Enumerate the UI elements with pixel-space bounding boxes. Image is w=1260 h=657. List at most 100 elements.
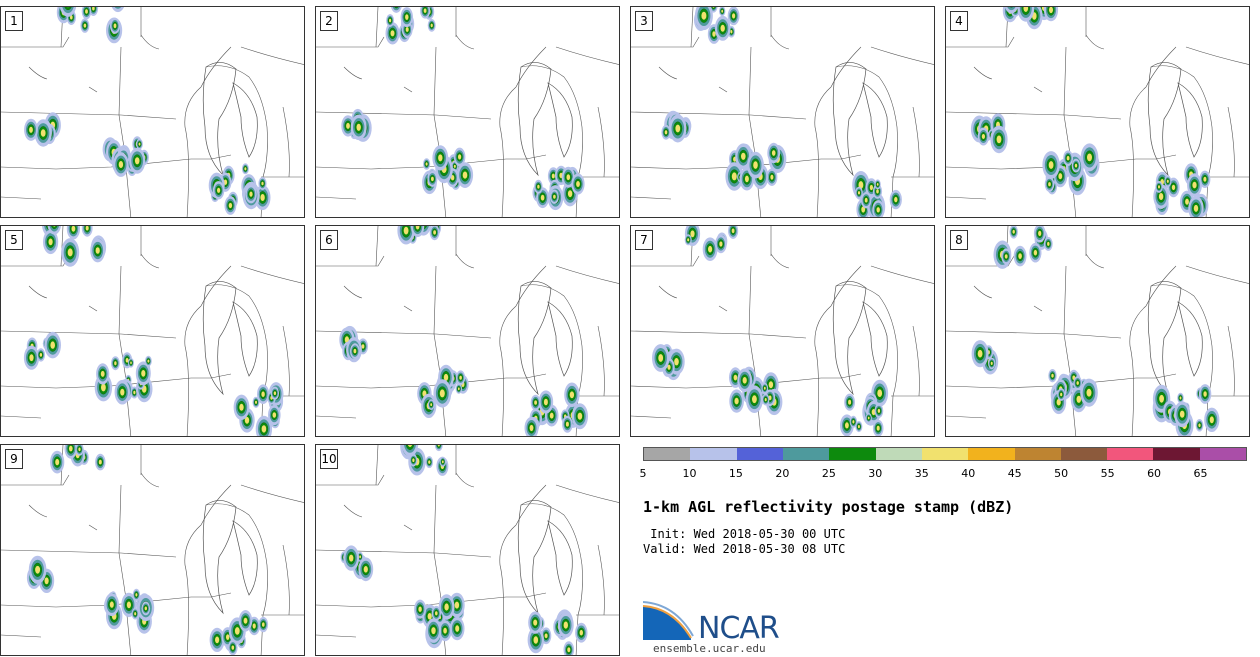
reflectivity-blob — [144, 606, 147, 611]
state-boundary — [597, 325, 605, 397]
state-boundary — [1, 255, 70, 267]
reflectivity-blob — [876, 425, 880, 431]
state-boundary — [316, 596, 507, 608]
state-boundary — [973, 66, 993, 80]
reflectivity-blob — [439, 389, 445, 398]
state-boundary — [403, 305, 413, 312]
reflectivity-blob — [1004, 254, 1008, 259]
reflectivity-blob — [244, 167, 247, 171]
reflectivity-blob — [346, 122, 350, 129]
reflectivity-blob — [711, 7, 716, 10]
reflectivity-blob — [39, 353, 43, 357]
reflectivity-blob — [462, 171, 468, 179]
reflectivity-blob — [114, 7, 122, 9]
page-title: 1-km AGL reflectivity postage stamp (dBZ… — [643, 498, 1014, 516]
lake-outline — [232, 301, 258, 377]
reflectivity-blob — [356, 123, 361, 131]
reflectivity-map — [1, 7, 304, 217]
reflectivity-blob — [690, 230, 695, 238]
reflectivity-blob — [134, 157, 140, 165]
reflectivity-blob — [126, 601, 131, 609]
reflectivity-blob — [567, 190, 573, 198]
reflectivity-blob — [217, 187, 221, 193]
reflectivity-blob — [101, 383, 106, 392]
state-boundary — [506, 154, 547, 160]
state-boundary — [555, 265, 619, 284]
state-boundary — [718, 86, 728, 93]
reflectivity-blob — [719, 241, 723, 247]
reflectivity-blob — [29, 126, 33, 133]
reflectivity-blob — [712, 31, 716, 37]
state-boundary — [140, 472, 160, 488]
state-boundary — [191, 373, 232, 379]
colorbar-segment — [644, 448, 691, 460]
colorbar-tick-label: 20 — [775, 467, 790, 480]
reflectivity-blob — [731, 172, 737, 181]
reflectivity-blob — [569, 391, 575, 399]
reflectivity-blob — [69, 445, 73, 452]
state-boundary — [748, 265, 758, 387]
logo-text: NCAR — [698, 611, 780, 646]
state-boundary — [520, 503, 583, 655]
reflectivity-blob — [533, 619, 538, 626]
reflectivity-blob — [344, 336, 349, 344]
state-boundary — [506, 592, 547, 598]
state-boundary — [343, 66, 363, 80]
reflectivity-blob — [857, 425, 860, 429]
reflectivity-blob — [1076, 381, 1079, 385]
state-boundary — [658, 285, 678, 299]
panel-number: 5 — [5, 230, 23, 250]
reflectivity-blob — [732, 13, 736, 19]
state-boundary — [1, 36, 70, 48]
reflectivity-map — [316, 7, 619, 217]
reflectivity-blob — [1179, 410, 1185, 418]
reflectivity-map — [1, 226, 304, 436]
reflectivity-blob — [437, 445, 440, 447]
reflectivity-blob — [457, 387, 460, 391]
reflectivity-map — [1, 445, 304, 655]
colorbar-segment — [1153, 448, 1200, 460]
colorbar-segment — [1014, 448, 1061, 460]
state-boundary — [1, 158, 192, 170]
reflectivity-blob — [35, 565, 41, 574]
reflectivity-blob — [361, 344, 365, 349]
panel-number: 8 — [950, 230, 968, 250]
reflectivity-blob — [141, 370, 146, 377]
state-boundary — [343, 504, 363, 518]
state-boundary — [455, 34, 475, 50]
state-boundary — [191, 592, 232, 598]
reflectivity-blob — [857, 191, 861, 195]
reflectivity-blob — [120, 388, 125, 396]
state-boundary — [1136, 154, 1177, 160]
reflectivity-blob — [687, 238, 690, 242]
reflectivity-blob — [869, 184, 873, 191]
state-boundary — [1, 196, 42, 200]
valid-time: Valid: Wed 2018-05-30 08 UTC — [643, 542, 846, 556]
colorbar-segment — [921, 448, 969, 460]
reflectivity-blob — [392, 7, 400, 11]
reflectivity-blob — [544, 633, 548, 639]
reflectivity-blob — [1087, 153, 1092, 162]
reflectivity-blob — [1203, 176, 1207, 182]
state-boundary — [631, 196, 672, 200]
colorbar-segment — [690, 448, 737, 460]
state-boundary — [282, 106, 290, 178]
reflectivity-blob — [64, 7, 72, 11]
colorbar-segment — [968, 448, 1015, 460]
reflectivity-blob — [431, 627, 436, 635]
reflectivity-blob — [228, 202, 233, 209]
lake-outline — [832, 62, 867, 177]
colorbar-tick-label: 50 — [1054, 467, 1069, 480]
state-boundary — [658, 66, 678, 80]
reflectivity-blob — [577, 412, 583, 420]
state-boundary — [1129, 46, 1177, 217]
init-time: Init: Wed 2018-05-30 00 UTC — [643, 527, 846, 541]
reflectivity-blob — [1049, 7, 1053, 14]
reflectivity-map — [316, 445, 619, 655]
reflectivity-blob — [261, 391, 265, 397]
colorbar-tick-label: 40 — [961, 467, 976, 480]
reflectivity-blob — [742, 377, 747, 384]
reflectivity-blob — [435, 611, 438, 616]
state-boundary — [520, 284, 583, 436]
state-boundary — [403, 524, 413, 531]
